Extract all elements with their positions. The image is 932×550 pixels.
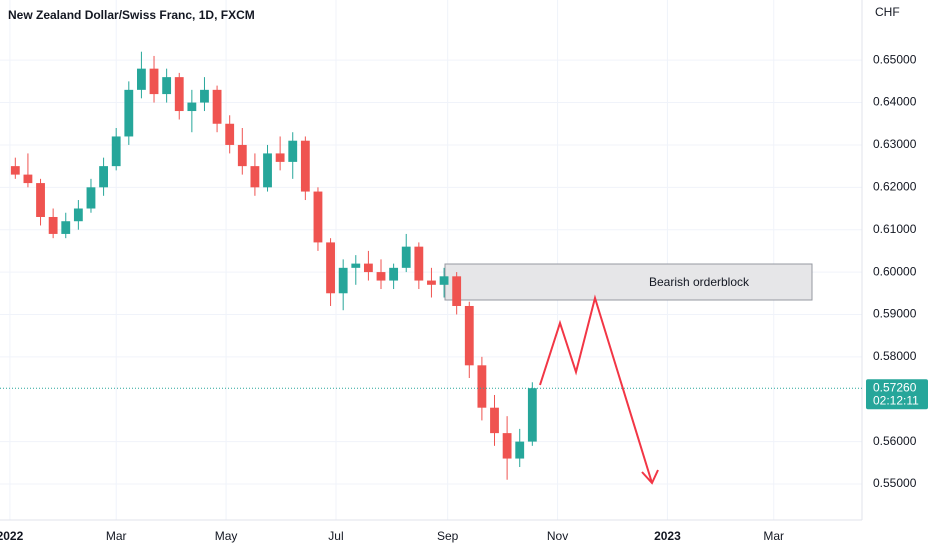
- candle-body: [48, 216, 58, 234]
- last-price-label: 0.57260: [873, 380, 917, 394]
- y-tick-label: 0.61000: [873, 222, 917, 236]
- y-tick-label: 0.58000: [873, 349, 917, 363]
- grid: [0, 0, 862, 520]
- candle-body: [288, 140, 298, 162]
- y-tick-label: 0.56000: [873, 434, 917, 448]
- candle-body: [414, 246, 424, 281]
- candle-body: [61, 221, 71, 234]
- candle-body: [376, 272, 386, 281]
- candle-body: [452, 276, 462, 306]
- x-tick-label: Mar: [763, 529, 784, 543]
- candle-body: [23, 174, 33, 184]
- candle-body: [490, 407, 499, 434]
- candle-body: [86, 187, 96, 209]
- y-tick-label: 0.63000: [873, 137, 917, 151]
- y-tick-label: 0.65000: [873, 52, 917, 66]
- candle-body: [73, 208, 83, 222]
- candle-body: [212, 89, 222, 124]
- candle-body: [527, 388, 537, 442]
- candle-body: [225, 123, 235, 145]
- candle-body: [389, 267, 399, 281]
- projection-path: [539, 294, 653, 484]
- x-tick-label: Jul: [328, 529, 343, 543]
- candle-body: [363, 263, 373, 273]
- candle-body: [300, 140, 310, 192]
- orderblock-box: [444, 263, 813, 301]
- x-tick-label: 2023: [654, 529, 681, 543]
- candle-body: [174, 77, 184, 112]
- x-tick-label: Nov: [547, 529, 568, 543]
- candle-body: [313, 191, 323, 243]
- x-tick-label: 2022: [0, 529, 24, 543]
- candle-body: [275, 153, 285, 162]
- projection-arrowhead: [641, 469, 659, 485]
- candle-body: [250, 166, 260, 188]
- candle-body: [124, 89, 134, 137]
- candle-body: [515, 441, 525, 459]
- candle-body: [200, 89, 209, 103]
- candles: [10, 51, 537, 480]
- y-tick-label: 0.64000: [873, 95, 917, 109]
- candle-body: [187, 102, 197, 112]
- candle-body: [477, 365, 487, 408]
- axis-unit: CHF: [875, 5, 900, 19]
- candle-body: [99, 166, 108, 188]
- candle-body: [427, 280, 436, 285]
- last-price-box: [866, 379, 928, 410]
- y-tick-label: 0.62000: [873, 179, 917, 193]
- candle-body: [111, 136, 121, 167]
- candle-body: [162, 77, 172, 95]
- y-tick-label: 0.60000: [873, 264, 917, 278]
- x-tick-label: Mar: [106, 529, 127, 543]
- candle-body: [263, 153, 272, 188]
- countdown: 02:12:11: [873, 393, 919, 407]
- annotation: Bearish orderblock: [649, 275, 750, 289]
- x-tick-label: Sep: [437, 529, 459, 543]
- candle-body: [502, 433, 512, 459]
- candle-body: [36, 183, 45, 217]
- chart-title: New Zealand Dollar/Swiss Franc, 1D, FXCM: [8, 8, 255, 22]
- x-tick-label: May: [215, 529, 238, 543]
- candle-body: [338, 267, 348, 294]
- candle-body: [137, 68, 146, 90]
- y-tick-label: 0.59000: [873, 307, 917, 321]
- candle-body: [326, 242, 335, 294]
- candle-body: [464, 305, 474, 366]
- candle-body: [149, 68, 159, 95]
- candle-body: [401, 246, 411, 268]
- candle-body: [351, 263, 361, 268]
- candle-body: [237, 144, 247, 167]
- candle-body: [439, 276, 449, 285]
- y-tick-label: 0.55000: [873, 476, 917, 490]
- candle-body: [10, 166, 20, 175]
